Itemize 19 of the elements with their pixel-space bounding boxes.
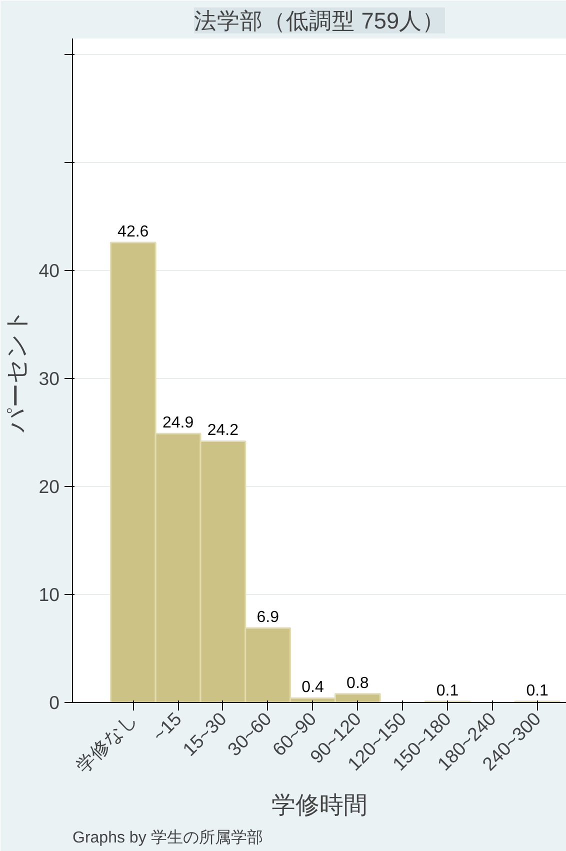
x-tick-label: ~15 [148,708,186,746]
data-label: 6.9 [256,609,280,626]
x-tick-label: 学修なし [72,708,141,777]
text: Graphs by 学生の所属学部 [72,828,263,846]
y-tick-label: 20 [38,476,60,498]
chart-title: 法学部（低調型 759人） [194,8,446,34]
y-axis-title: パーセント [4,308,31,434]
data-label: 24.2 [207,422,239,440]
data-label: 24.9 [162,414,194,432]
data-label: 42.6 [118,224,149,241]
data-label: 0.1 [436,682,459,700]
y-tick-label: 30 [38,368,60,390]
y-tick-label: 40 [38,260,60,282]
data-label: 0.8 [346,674,369,692]
y-tick-label: 10 [38,584,60,606]
x-axis-title: 学修時間 [272,792,368,820]
y-tick-label: 0 [49,692,60,713]
data-label: 0.4 [302,679,324,696]
data-label: 0.1 [526,682,549,700]
